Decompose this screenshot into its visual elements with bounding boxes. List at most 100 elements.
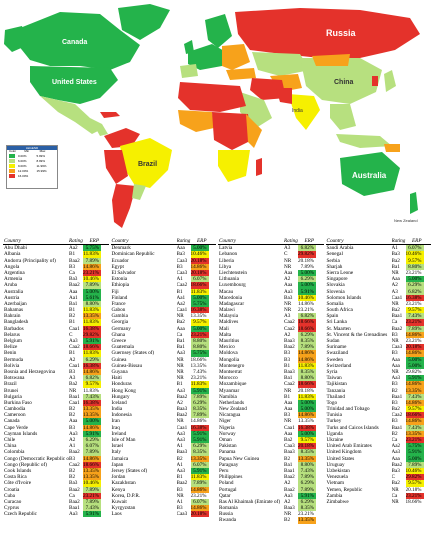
erp-value: 5.00% <box>298 430 316 437</box>
country-name: Bulgaria <box>4 393 22 400</box>
country-name: Turks and Caicos Islands <box>326 424 379 431</box>
country-name: Isle of Man <box>111 437 136 443</box>
rating: Baa2 <box>69 486 80 493</box>
table-row: Ukraine Ca 23.21% <box>326 437 432 444</box>
erp-value: 8.80% <box>190 344 209 351</box>
country-name: Costa Rica <box>4 474 27 481</box>
table-row: Bangladesh B1 11.83% <box>3 319 109 326</box>
erp-value: 13.35% <box>405 430 424 437</box>
table-row: Liechtenstein Aaa 5.00% <box>218 269 324 277</box>
rating: Aa1 <box>69 294 78 301</box>
rating: Caa1 <box>176 307 188 314</box>
brazil <box>120 138 172 188</box>
country-name: Cayman Islands <box>4 430 38 437</box>
table-row: Portugal Baa2 7.89% <box>218 486 324 493</box>
mexico <box>40 96 100 134</box>
table-row: Singapore Aaa 5.00% <box>326 276 432 283</box>
table-row: Montserrat Baa3 8.35% <box>218 368 324 376</box>
rating: Baa2 <box>391 461 403 468</box>
table-row: Ireland Aa3 5.91% <box>111 430 217 437</box>
table-row: Ecuador Caa3 20.18% <box>111 257 217 264</box>
table-row: Greece Ba1 8.80% <box>111 338 217 345</box>
rating: A2 <box>69 437 76 443</box>
table-row: Madagascar NR 14.86% <box>218 300 324 308</box>
country-name: Congo (Republic of) <box>4 461 47 468</box>
table-row: Lithuania A2 6.29% <box>218 276 324 283</box>
table-row: Kuwait A1 6.07% <box>111 498 217 506</box>
country-name: Vietnam <box>326 480 345 487</box>
table-row: Isle of Man Aa3 5.91% <box>111 437 217 444</box>
table-row: Barbados Caa1 16.38% <box>3 325 109 332</box>
japan <box>384 70 396 92</box>
erp-value: 18.66% <box>298 325 316 332</box>
table-column-2: Country Rating ERP Denmark Aaa 5.00% Dominican… <box>110 238 217 518</box>
country-name: Senegal <box>326 251 343 258</box>
erp-value: 14.86% <box>405 350 424 357</box>
rating: Aaa <box>391 362 400 369</box>
table-row: Bulgaria Baa1 7.43% <box>3 393 109 400</box>
rating: Aa3 <box>176 430 186 437</box>
erp-value: 6.29% <box>298 480 316 487</box>
country-name: Guatemala <box>111 344 134 351</box>
country-name: Cameroon <box>4 412 26 419</box>
country-name: Slovenia <box>326 288 345 295</box>
country-name: Nigeria <box>219 424 235 431</box>
scandinavia <box>205 14 232 48</box>
country-name: Hungary <box>111 393 130 400</box>
rating: Ba2 <box>391 307 400 314</box>
erp-value: 5.91% <box>83 338 101 345</box>
rating: Ba3 <box>391 251 400 258</box>
table-row: Lebanon C 29.82% <box>218 251 324 258</box>
table-row: Fiji B1 11.83% <box>111 288 217 295</box>
country-name: Togo <box>326 399 338 406</box>
map-label-russia: Russia <box>326 28 357 38</box>
table-row: Zambia Ca 23.21% <box>326 492 432 499</box>
indonesia <box>336 134 392 148</box>
table-row: Finland Aa1 5.00% <box>111 294 217 301</box>
table-row: Benin B1 11.83% <box>3 350 109 357</box>
country-name: Belgium <box>4 338 22 344</box>
erp-value: 5.75% <box>190 300 209 308</box>
country-name: Albania <box>4 251 21 258</box>
country-name: Saudi Arabia <box>326 245 354 252</box>
table-row: Côte d'Ivoire Ba3 10.46% <box>3 480 109 487</box>
country-name: Ethiopia <box>111 282 130 289</box>
erp-value: 20.18% <box>298 387 316 394</box>
rating: Ba1 <box>69 300 78 307</box>
table-row: South Africa Ba2 9.57% <box>326 307 432 314</box>
erp-value: 23.21% <box>405 338 424 345</box>
rating: Baa1 <box>284 467 295 474</box>
table-row: Congo (Democratic Republic of) B3 14.86% <box>3 455 109 462</box>
india <box>288 94 320 130</box>
country-name: United States <box>326 455 355 462</box>
rating: B2 <box>391 387 398 394</box>
erp-value: 13.35% <box>83 313 101 320</box>
table-row: Mexico Baa2 7.89% <box>218 344 324 351</box>
erp-value: 23.21% <box>405 269 424 277</box>
table-column-1: Country Rating ERP Abu Dhabi Aa2 5.75% Albania… <box>3 238 109 518</box>
rating: Aaa <box>284 430 293 437</box>
erp-value: 6.29% <box>298 498 316 506</box>
rating: A1 <box>176 276 183 283</box>
table-row: Macau Aa3 5.91% <box>218 288 324 295</box>
erp-value: 6.07% <box>83 443 101 450</box>
rating: NR <box>391 269 399 276</box>
erp-value: 9.57% <box>405 406 424 413</box>
legend-max-header: Max <box>39 149 46 153</box>
legend-swatch-orange <box>9 169 15 173</box>
erp-value: 23.21% <box>190 492 209 499</box>
map-label-china: China <box>334 79 354 86</box>
country-name: Netherlands <box>219 399 245 406</box>
table-row: Dominican Republic Ba3 10.46% <box>111 251 217 258</box>
legend-min: 12.00% <box>18 169 29 173</box>
country-name: Pakistan <box>219 443 237 450</box>
erp-value: 11.83% <box>298 362 316 369</box>
rating: Aa2 <box>176 300 186 307</box>
table-row: Cambodia B2 13.35% <box>3 406 109 413</box>
erp-value: 8.80% <box>190 338 209 345</box>
table-header: Country Rating ERP <box>110 238 216 246</box>
se-asia <box>330 104 356 130</box>
rating: B3 <box>391 331 398 338</box>
table-row: Bahrain B2 13.35% <box>3 313 109 320</box>
country-name: Laos <box>111 511 122 518</box>
